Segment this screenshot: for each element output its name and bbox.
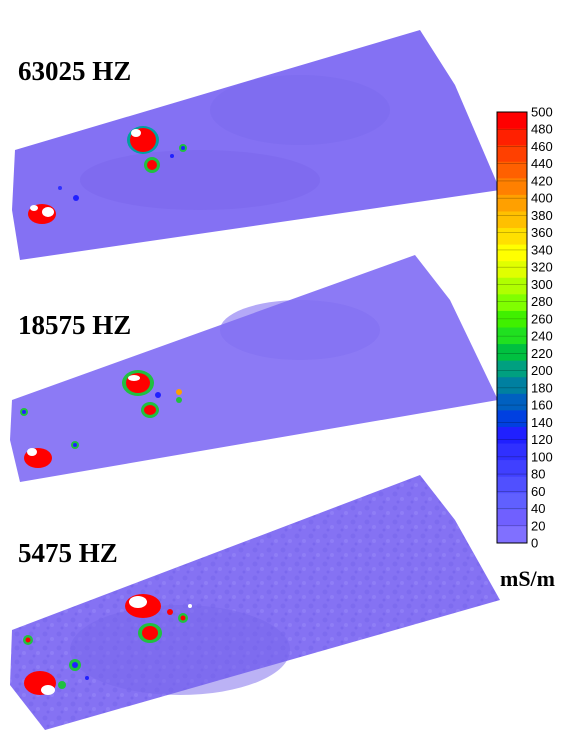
survey-area-18575 — [10, 255, 498, 482]
colorbar-tick-label: 260 — [531, 311, 553, 326]
colorbar-swatch — [497, 443, 527, 461]
colorbar-tick-label: 460 — [531, 139, 553, 154]
anomaly-cluster-west — [28, 186, 79, 224]
colorbar-swatch — [497, 310, 527, 328]
colorbar-swatch — [497, 244, 527, 262]
colorbar-tick-label: 440 — [531, 156, 553, 171]
colorbar-tick-label: 20 — [531, 518, 545, 533]
colorbar-swatch — [497, 344, 527, 362]
colorbar-swatch — [497, 509, 527, 527]
colorbar-frame — [496, 111, 528, 544]
colorbar-swatch — [497, 277, 527, 295]
colorbar-swatch — [497, 426, 527, 445]
colorbar-tick-label: 40 — [531, 501, 545, 516]
colorbar-tick-label: 300 — [531, 277, 553, 292]
anomaly-cluster-center — [125, 594, 192, 643]
shade-region — [210, 75, 390, 145]
colorbar-tick-label: 200 — [531, 363, 553, 378]
colorbar: 5004804604404204003803603403203002802602… — [496, 105, 553, 551]
map-panel-63025 — [12, 30, 500, 260]
colorbar-tick-label: 120 — [531, 432, 553, 447]
colorbar-swatch — [497, 178, 527, 196]
colorbar-tick-label: 160 — [531, 398, 553, 413]
colorbar-tick-label: 480 — [531, 122, 553, 137]
colorbar-swatch — [497, 410, 527, 428]
survey-area-5475 — [10, 475, 500, 730]
anomaly-cluster-center — [127, 126, 187, 173]
colorbar-swatch — [497, 360, 527, 378]
colorbar-tick-label: 400 — [531, 191, 553, 206]
colorbar-tick-label: 380 — [531, 208, 553, 223]
colorbar-tick-label: 60 — [531, 484, 545, 499]
colorbar-tick-label: 320 — [531, 260, 553, 275]
colorbar-tick-label: 80 — [531, 467, 545, 482]
colorbar-swatch — [497, 377, 527, 395]
colorbar-swatch — [497, 476, 527, 494]
colorbar-units: mS/m — [500, 566, 555, 591]
panel-title-5475: 5475 HZ — [18, 538, 118, 568]
colorbar-swatch — [497, 112, 527, 130]
colorbar-tick-label: 280 — [531, 294, 553, 309]
map-panel-5475 — [10, 475, 500, 730]
shade-region — [70, 605, 290, 695]
colorbar-swatch — [497, 493, 527, 511]
colorbar-tick-label: 220 — [531, 346, 553, 361]
colorbar-tick-label: 0 — [531, 536, 538, 551]
colorbar-swatch — [497, 211, 527, 229]
colorbar-swatch — [497, 294, 527, 312]
colorbar-tick-label: 360 — [531, 225, 553, 240]
shade-region — [220, 300, 380, 360]
colorbar-swatch — [497, 393, 527, 411]
colorbar-swatch — [497, 128, 527, 146]
colorbar-tick-label: 180 — [531, 380, 553, 395]
colorbar-swatch — [497, 261, 527, 279]
anomaly-cluster-west — [23, 635, 89, 695]
colorbar-swatch — [497, 526, 527, 544]
colorbar-tick-label: 340 — [531, 242, 553, 257]
colorbar-swatch — [497, 327, 527, 345]
colorbar-tick-label: 140 — [531, 415, 553, 430]
panel-title-18575: 18575 HZ — [18, 310, 132, 340]
colorbar-swatch — [497, 161, 527, 179]
colorbar-tick-label: 500 — [531, 105, 553, 120]
colorbar-swatch — [497, 194, 527, 212]
colorbar-swatch — [497, 460, 527, 478]
colorbar-tick-label: 100 — [531, 449, 553, 464]
anomaly-cluster-center — [122, 370, 182, 418]
anomaly-cluster-west — [20, 408, 79, 468]
colorbar-swatch — [497, 145, 527, 163]
map-panel-18575 — [10, 255, 498, 482]
panel-title-63025: 63025 HZ — [18, 56, 132, 86]
colorbar-tick-label: 420 — [531, 173, 553, 188]
colorbar-tick-label: 240 — [531, 329, 553, 344]
colorbar-swatch — [497, 228, 527, 246]
shade-region — [80, 150, 320, 210]
